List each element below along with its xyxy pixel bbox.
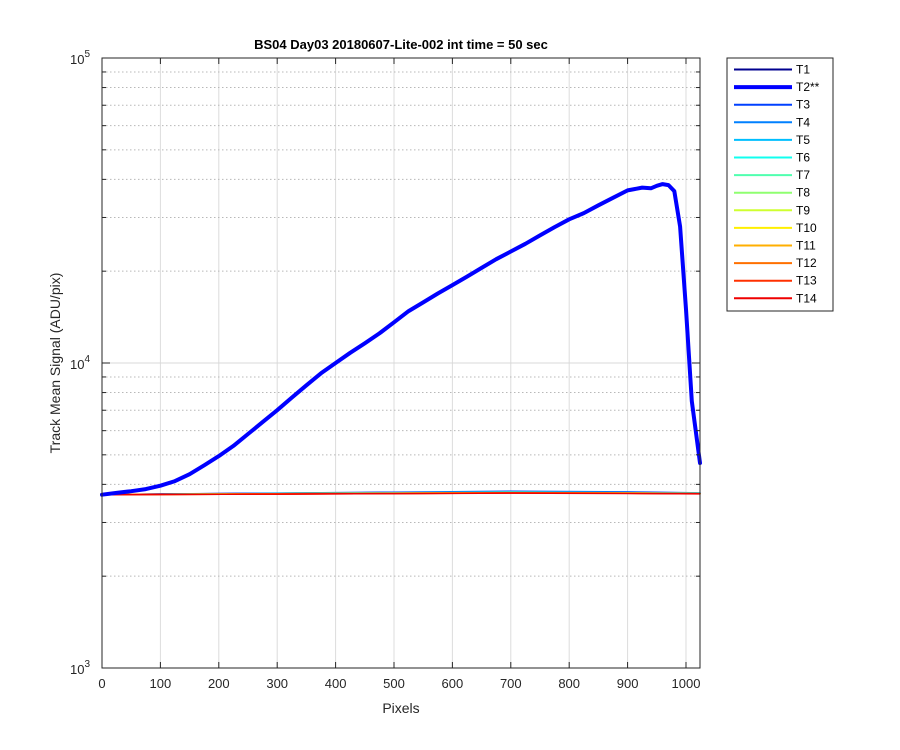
- x-tick-label: 900: [617, 676, 639, 691]
- series-lines: [100, 182, 702, 497]
- legend-label-t7: T7: [796, 168, 810, 182]
- series-line-t2: [100, 182, 702, 497]
- legend-label-t5: T5: [796, 133, 810, 147]
- chart-title: BS04 Day03 20180607-Lite-002 int time = …: [254, 37, 548, 52]
- legend-label-t8: T8: [796, 186, 810, 200]
- y-tick-label: 103: [70, 659, 90, 677]
- x-tick-label: 1000: [672, 676, 701, 691]
- legend-label-t14: T14: [796, 291, 817, 305]
- x-tick-label: 500: [383, 676, 405, 691]
- x-tick-label: 0: [98, 676, 105, 691]
- y-axis-label: Track Mean Signal (ADU/pix): [47, 273, 63, 454]
- y-tick-label: 105: [70, 49, 90, 67]
- legend-box: [726, 57, 834, 312]
- legend-label-t1: T1: [796, 63, 810, 77]
- y-tick-label-base: 10: [70, 52, 84, 67]
- y-tick-label-exponent: 3: [84, 659, 90, 670]
- y-tick-label-exponent: 5: [84, 49, 90, 60]
- legend-entries: T1 T2** T3 T4 T5 T6 T7 T8 T9 T10 T11 T12 T13 T14: [734, 63, 820, 305]
- x-tick-label: 800: [558, 676, 580, 691]
- series-line-t14: [101, 492, 701, 496]
- x-tick-label: 100: [150, 676, 172, 691]
- legend-label-t11: T11: [796, 239, 816, 253]
- legend-label-t6: T6: [796, 151, 810, 165]
- legend-label-t3: T3: [796, 98, 810, 112]
- x-tick-label: 300: [266, 676, 288, 691]
- y-tick-label-base: 10: [70, 662, 84, 677]
- legend-label-t13: T13: [796, 274, 817, 288]
- x-axis-ticks: 0 100 200 300 400 500 600 700 800 900 1000: [98, 58, 700, 691]
- y-tick-label: 104: [70, 354, 90, 372]
- legend-label-t4: T4: [796, 115, 810, 129]
- legend[interactable]: T1 T2** T3 T4 T5 T6 T7 T8 T9 T10 T11 T12 T13 T14: [726, 57, 834, 312]
- x-tick-label: 700: [500, 676, 522, 691]
- x-tick-label: 600: [442, 676, 464, 691]
- legend-label-t12: T12: [796, 256, 817, 270]
- y-tick-label-base: 10: [70, 357, 84, 372]
- grid: [102, 58, 700, 668]
- x-tick-label: 200: [208, 676, 230, 691]
- y-tick-label-exponent: 4: [84, 354, 90, 365]
- legend-label-t9: T9: [796, 203, 810, 217]
- x-tick-label: 400: [325, 676, 347, 691]
- x-axis-label: Pixels: [382, 700, 419, 716]
- legend-label-t2: T2**: [796, 80, 820, 94]
- legend-label-t10: T10: [796, 221, 817, 235]
